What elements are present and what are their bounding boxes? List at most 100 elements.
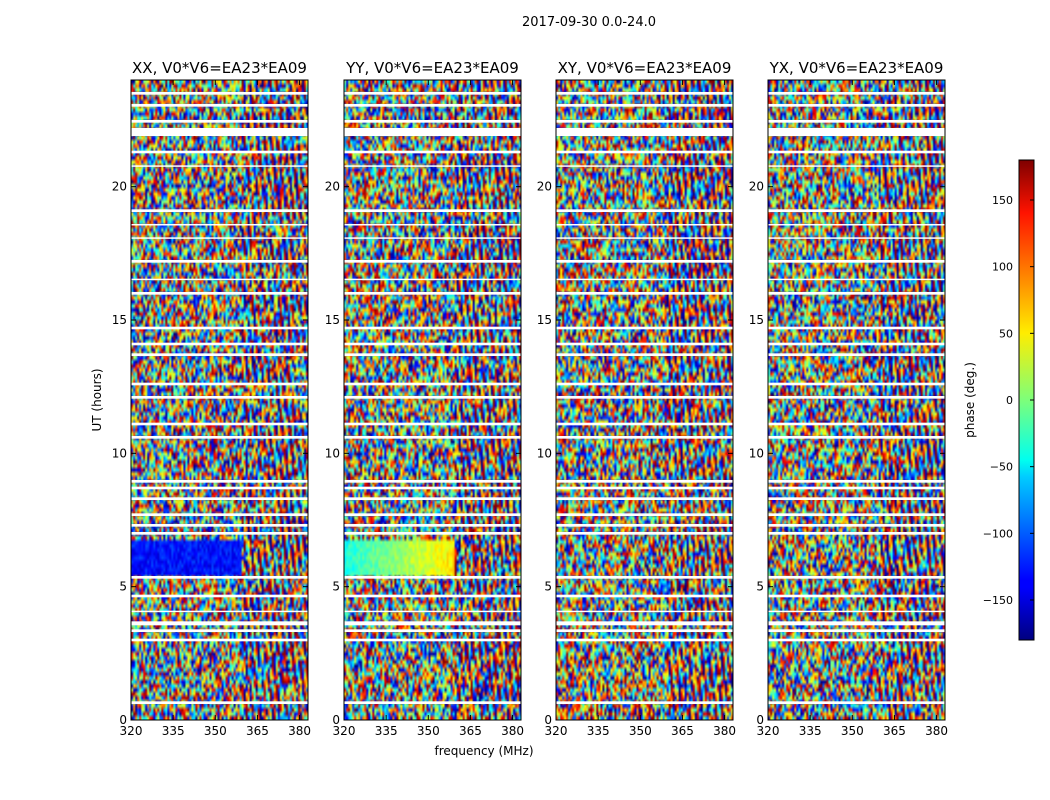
panel-4: YX, V0*V6=EA23*EA09 320 335 350 365 380 0 5 10 15… bbox=[749, 59, 948, 738]
blank-row-14 bbox=[344, 436, 521, 439]
colorbar-label: phase (deg.) bbox=[963, 362, 977, 438]
blank-row-27 bbox=[768, 165, 945, 167]
y-tick-label: 15 bbox=[325, 313, 340, 327]
x-tick-label: 380 bbox=[713, 724, 736, 738]
panel-3-heatmap bbox=[556, 80, 733, 720]
blank-row-5 bbox=[556, 610, 733, 613]
blank-row-8 bbox=[768, 532, 945, 535]
panel-1-heatmap bbox=[131, 80, 308, 720]
blank-row-32 bbox=[131, 92, 308, 95]
y-tick-label: 5 bbox=[119, 580, 127, 594]
blank-row-8 bbox=[131, 532, 308, 535]
panel-2: YY, V0*V6=EA23*EA09 320 335 350 365 380 0 5 10 15… bbox=[325, 59, 524, 738]
blank-row-21 bbox=[768, 292, 945, 295]
blank-row-5 bbox=[768, 610, 945, 613]
panel-2-title: YY, V0*V6=EA23*EA09 bbox=[345, 59, 519, 77]
y-tick-label: 0 bbox=[756, 713, 764, 727]
blank-row-23 bbox=[131, 260, 308, 263]
blank-row-6 bbox=[131, 594, 308, 598]
blank-row-10 bbox=[556, 513, 733, 516]
blank-row-20 bbox=[768, 326, 945, 330]
blank-row-26 bbox=[131, 209, 308, 212]
panel-1-title: XX, V0*V6=EA23*EA09 bbox=[132, 59, 307, 77]
blank-row-23 bbox=[768, 260, 945, 263]
x-tick-label: 350 bbox=[204, 724, 227, 738]
panel-4-heatmap bbox=[768, 80, 945, 720]
blank-row-24 bbox=[556, 237, 733, 239]
blank-row-25 bbox=[344, 224, 521, 226]
blank-row-25 bbox=[131, 224, 308, 226]
blank-row-22 bbox=[768, 278, 945, 281]
y-tick-label: 10 bbox=[112, 446, 127, 460]
blank-row-10 bbox=[768, 513, 945, 516]
blank-row-11 bbox=[768, 497, 945, 500]
blank-row-26 bbox=[344, 209, 521, 212]
y-tick-label: 20 bbox=[749, 180, 764, 194]
blank-row-3 bbox=[768, 629, 945, 632]
blank-row-15 bbox=[556, 422, 733, 426]
blank-row-18 bbox=[131, 353, 308, 356]
blank-row-6 bbox=[768, 594, 945, 598]
colorbar-tick-label: −150 bbox=[983, 594, 1013, 607]
blank-row-6 bbox=[344, 594, 521, 598]
blank-row-15 bbox=[344, 422, 521, 426]
y-tick-label: 5 bbox=[756, 580, 764, 594]
x-tick-label: 320 bbox=[545, 724, 568, 738]
blank-row-17 bbox=[768, 382, 945, 386]
blank-row-2 bbox=[768, 638, 945, 642]
blank-row-4 bbox=[768, 621, 945, 626]
blank-row-17 bbox=[556, 382, 733, 386]
y-tick-label: 15 bbox=[537, 313, 552, 327]
blank-row-15 bbox=[131, 422, 308, 426]
y-tick-label: 15 bbox=[749, 313, 764, 327]
blank-row-28 bbox=[344, 150, 521, 154]
panel-1-frame bbox=[130, 79, 309, 721]
x-tick-label: 380 bbox=[925, 724, 948, 738]
blank-row-9 bbox=[768, 524, 945, 527]
panel-4-frame bbox=[767, 79, 946, 721]
blank-row-8 bbox=[556, 532, 733, 535]
blank-row-3 bbox=[344, 629, 521, 632]
blank-row-31 bbox=[768, 104, 945, 107]
x-axis-label: frequency (MHz) bbox=[434, 744, 533, 758]
blank-row-16 bbox=[556, 396, 733, 399]
blank-row-6 bbox=[556, 594, 733, 598]
x-tick-label: 365 bbox=[671, 724, 694, 738]
y-tick-label: 20 bbox=[112, 180, 127, 194]
blank-row-1 bbox=[131, 701, 308, 704]
blank-row-26 bbox=[556, 209, 733, 212]
panel-4-title: YX, V0*V6=EA23*EA09 bbox=[769, 59, 944, 77]
blank-row-30 bbox=[768, 120, 945, 123]
panel-2-frame bbox=[343, 79, 522, 721]
blank-row-3 bbox=[131, 629, 308, 632]
x-tick-label: 335 bbox=[375, 724, 398, 738]
blank-row-17 bbox=[131, 382, 308, 386]
blank-row-19 bbox=[344, 342, 521, 346]
blank-row-9 bbox=[131, 524, 308, 527]
x-tick-label: 365 bbox=[459, 724, 482, 738]
blank-row-25 bbox=[556, 224, 733, 226]
blank-row-31 bbox=[131, 104, 308, 107]
blank-row-7 bbox=[556, 576, 733, 579]
x-tick-label: 380 bbox=[501, 724, 524, 738]
blank-row-12 bbox=[768, 486, 945, 490]
blank-row-29 bbox=[344, 128, 521, 136]
blank-row-2 bbox=[131, 638, 308, 642]
blank-row-14 bbox=[768, 436, 945, 439]
blank-row-18 bbox=[768, 353, 945, 356]
blank-row-25 bbox=[768, 224, 945, 226]
blank-row-31 bbox=[556, 104, 733, 107]
blank-row-19 bbox=[768, 342, 945, 346]
blank-row-22 bbox=[556, 278, 733, 281]
colorbar-tick-label: 150 bbox=[992, 194, 1013, 207]
y-tick-label: 15 bbox=[112, 313, 127, 327]
y-tick-label: 10 bbox=[749, 446, 764, 460]
blank-row-13 bbox=[344, 480, 521, 483]
blank-row-1 bbox=[344, 701, 521, 704]
blank-row-2 bbox=[556, 638, 733, 642]
blank-row-11 bbox=[556, 497, 733, 500]
colorbar-tick-label: −50 bbox=[990, 461, 1013, 474]
x-tick-label: 365 bbox=[246, 724, 269, 738]
blank-row-13 bbox=[131, 480, 308, 483]
